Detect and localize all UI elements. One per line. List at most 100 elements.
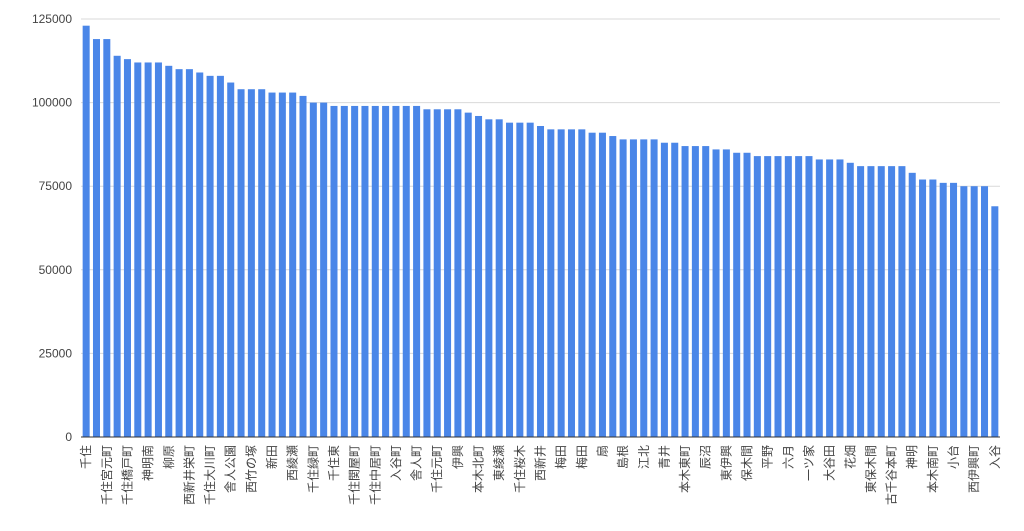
bar [82,25,90,438]
bar [908,172,916,437]
bar [795,156,803,437]
bar [712,149,720,437]
bar [92,39,100,438]
x-tick-label: 西竹の塚 [244,445,258,493]
bar [495,119,503,437]
bar [464,112,472,437]
bar [702,146,710,437]
bar [485,119,493,437]
x-tick-label: 神明 [905,445,919,469]
bar [557,129,565,438]
bar [185,69,193,437]
bar [123,59,131,438]
x-tick-label: 柳原 [162,445,176,469]
bar [258,89,266,437]
x-tick-label: 本木南町 [925,445,940,493]
x-tick-label: 西伊興町 [967,445,981,493]
bar [289,92,297,438]
bar [836,159,844,437]
x-tick-label: 小台 [946,445,961,469]
bar [981,186,989,437]
x-tick-label: 江北 [637,445,651,469]
bar [165,65,173,437]
bar [454,109,462,438]
bar [950,182,958,437]
x-tick-label: 入谷 [988,445,1002,469]
bar [578,129,586,438]
y-tick-label: 125000 [32,12,72,26]
x-tick-label: 千住 [79,445,93,469]
bar [867,166,875,438]
bar [526,122,534,437]
bar [216,75,224,438]
x-tick-label: 千住桜木 [513,445,527,493]
bar [340,105,348,437]
x-tick-label: 千住宮元町 [99,445,114,505]
bar [939,182,947,437]
x-tick-label: 本木北町 [472,445,486,493]
x-tick-label: 一ツ家 [801,445,816,481]
bar [536,126,545,438]
bar [392,105,400,437]
bar [991,206,999,437]
x-tick-label: 千住緑町 [305,445,320,493]
x-tick-label: 舎人公園 [224,445,238,493]
bar [361,105,369,437]
bar [609,136,617,438]
bar [547,129,555,438]
bar [113,55,121,438]
bar [268,92,276,438]
x-tick-label: 梅田 [574,445,589,469]
y-tick-label: 75000 [39,179,73,193]
bar [753,156,761,437]
x-tick-label: 扇 [594,445,609,457]
bar [898,166,906,438]
bar [351,105,359,437]
x-tick-label: 新田 [264,445,279,469]
bar [815,159,823,437]
y-tick-label: 25000 [39,346,73,360]
x-tick-label: 西新井 [533,445,548,481]
bar [506,122,514,437]
x-tick-label: 古千谷本町 [884,445,899,505]
x-tick-label: 伊興 [451,445,465,469]
x-tick-label: 東保木間 [864,445,878,493]
bar [722,149,730,437]
bar [330,105,338,437]
x-tick-label: 千住中居町 [367,445,382,505]
bar [774,156,782,437]
bar [919,179,927,437]
x-tick-label: 辰沼 [699,445,713,469]
bar [846,162,854,438]
bar [960,186,968,437]
x-tick-label: 千住大川町 [203,445,217,505]
bar [598,132,606,438]
x-tick-label: 千住元町 [430,445,444,493]
bar [619,139,627,437]
bar [227,82,235,437]
bar [320,102,328,437]
bar [103,39,111,438]
x-tick-label: 神明南 [140,445,155,481]
x-tick-label: 東伊興 [719,445,733,481]
x-tick-label: 舎人町 [410,445,424,481]
bar [764,156,772,437]
x-tick-label: 大谷田 [823,445,837,481]
x-tick-label: 千住東 [327,445,341,481]
bar [475,115,483,437]
bar [691,146,699,437]
bar [444,109,452,438]
x-tick-label: 保木間 [740,445,754,481]
x-tick-label: 六月 [781,445,795,469]
bar [877,166,885,438]
bar [413,105,421,437]
x-tick-label: 千住関屋町 [348,445,362,505]
bar [299,95,307,438]
x-tick-label: 本木東町 [678,445,692,493]
bar [423,109,431,438]
bar [567,129,575,438]
x-tick-label: 花畑 [842,445,857,469]
bar [278,92,286,438]
bar [970,186,978,437]
